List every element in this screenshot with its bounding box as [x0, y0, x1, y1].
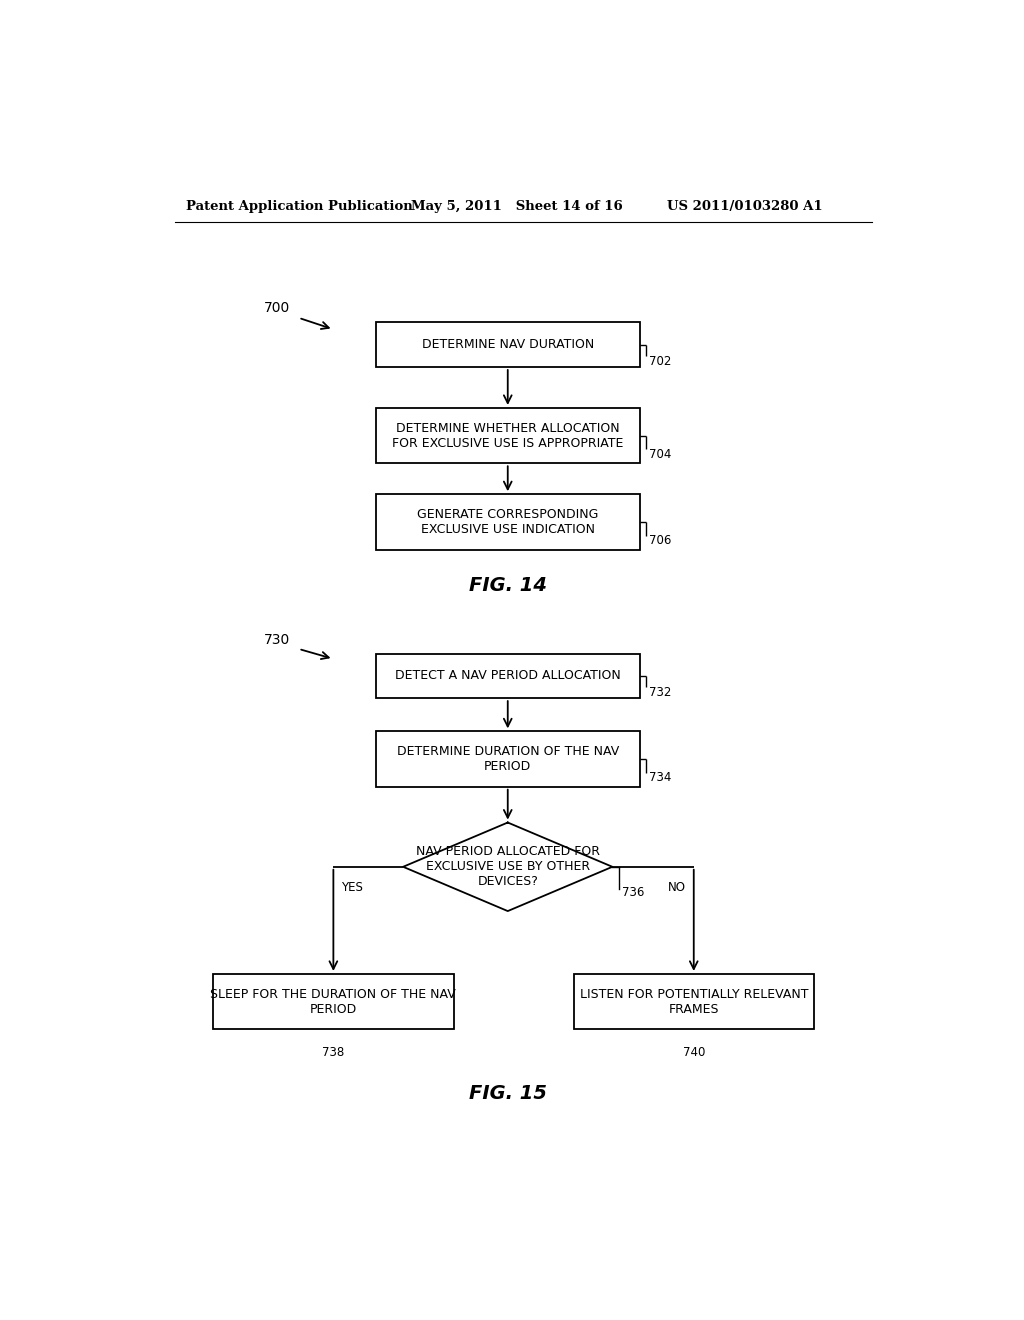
- Text: May 5, 2011   Sheet 14 of 16: May 5, 2011 Sheet 14 of 16: [411, 199, 623, 213]
- Text: FIG. 14: FIG. 14: [469, 577, 547, 595]
- Bar: [376, 494, 640, 549]
- Text: 704: 704: [649, 447, 671, 461]
- Text: SLEEP FOR THE DURATION OF THE NAV
PERIOD: SLEEP FOR THE DURATION OF THE NAV PERIOD: [211, 987, 457, 1015]
- Text: 736: 736: [622, 886, 644, 899]
- Text: FIG. 15: FIG. 15: [469, 1085, 547, 1104]
- Text: DETERMINE WHETHER ALLOCATION
FOR EXCLUSIVE USE IS APPROPRIATE: DETERMINE WHETHER ALLOCATION FOR EXCLUSI…: [392, 421, 624, 450]
- Text: 732: 732: [649, 685, 671, 698]
- Polygon shape: [403, 822, 612, 911]
- Text: 734: 734: [649, 771, 671, 784]
- Text: NAV PERIOD ALLOCATED FOR
EXCLUSIVE USE BY OTHER
DEVICES?: NAV PERIOD ALLOCATED FOR EXCLUSIVE USE B…: [416, 845, 600, 888]
- Text: 740: 740: [683, 1047, 705, 1059]
- Text: 738: 738: [323, 1047, 344, 1059]
- Text: DETERMINE DURATION OF THE NAV
PERIOD: DETERMINE DURATION OF THE NAV PERIOD: [396, 744, 618, 774]
- Text: 706: 706: [649, 535, 671, 546]
- Text: YES: YES: [341, 880, 362, 894]
- Bar: [573, 974, 814, 1030]
- Text: 730: 730: [263, 632, 290, 647]
- Text: LISTEN FOR POTENTIALLY RELEVANT
FRAMES: LISTEN FOR POTENTIALLY RELEVANT FRAMES: [580, 987, 808, 1015]
- Bar: [376, 653, 640, 698]
- Bar: [376, 322, 640, 367]
- Text: US 2011/0103280 A1: US 2011/0103280 A1: [667, 199, 822, 213]
- Text: NO: NO: [668, 880, 686, 894]
- Bar: [213, 974, 454, 1030]
- Bar: [376, 408, 640, 463]
- Text: Patent Application Publication: Patent Application Publication: [186, 199, 413, 213]
- Text: 702: 702: [649, 355, 671, 367]
- Text: DETERMINE NAV DURATION: DETERMINE NAV DURATION: [422, 338, 594, 351]
- Text: GENERATE CORRESPONDING
EXCLUSIVE USE INDICATION: GENERATE CORRESPONDING EXCLUSIVE USE IND…: [417, 508, 598, 536]
- Text: 700: 700: [263, 301, 290, 315]
- Bar: [376, 731, 640, 787]
- Text: DETECT A NAV PERIOD ALLOCATION: DETECT A NAV PERIOD ALLOCATION: [395, 669, 621, 682]
